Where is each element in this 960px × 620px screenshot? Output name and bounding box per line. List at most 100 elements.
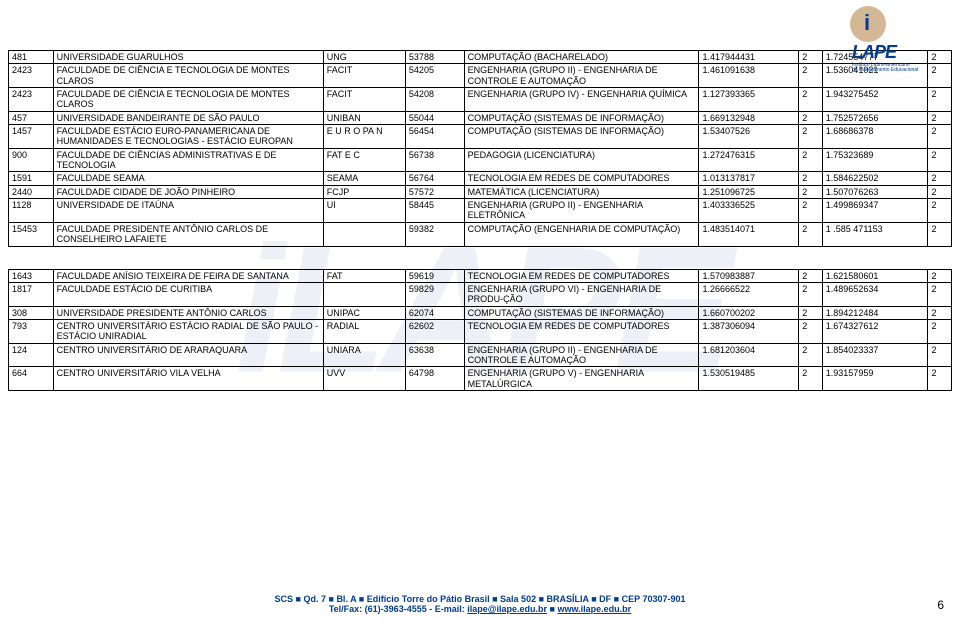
table-cell: FACULDADE SEAMA <box>53 172 323 185</box>
table-cell: 793 <box>9 319 54 343</box>
table-cell: 2 <box>799 185 822 198</box>
table-row: 124CENTRO UNIVERSITÁRIO DE ARARAQUARAUNI… <box>9 343 952 367</box>
table-cell: 54208 <box>405 88 464 112</box>
table-cell: FACULDADE DE CIÊNCIA E TECNOLOGIA DE MON… <box>53 64 323 88</box>
table-cell: 1.251096725 <box>699 185 799 198</box>
table-cell: 2 <box>799 199 822 223</box>
table-cell: UNIPAC <box>323 306 405 319</box>
table-cell: 63638 <box>405 343 464 367</box>
table-cell: 2440 <box>9 185 54 198</box>
table-cell: 1.127393365 <box>699 88 799 112</box>
table-row: 900FACULDADE DE CIÊNCIAS ADMINISTRATIVAS… <box>9 148 952 172</box>
table-cell: 54205 <box>405 64 464 88</box>
table-cell: PEDAGOGIA (LICENCIATURA) <box>464 148 699 172</box>
table-cell: 2 <box>799 282 822 306</box>
table-cell: UVV <box>323 367 405 391</box>
table-cell: ENGENHARIA (GRUPO V) - ENGENHARIA METALÚ… <box>464 367 699 391</box>
table-cell: 59619 <box>405 269 464 282</box>
table-cell: FAT E C <box>323 148 405 172</box>
table-cell: UNIVERSIDADE BANDEIRANTE DE SÃO PAULO <box>53 111 323 124</box>
table-cell: ENGENHARIA (GRUPO II) - ENGENHARIA DE CO… <box>464 343 699 367</box>
table-cell: 2 <box>928 51 952 64</box>
table-cell: RADIAL <box>323 319 405 343</box>
table-cell: 2 <box>799 319 822 343</box>
table-cell: 2 <box>799 269 822 282</box>
table-cell: 1.674327612 <box>822 319 928 343</box>
table-cell: 57572 <box>405 185 464 198</box>
table-cell: 2 <box>928 199 952 223</box>
table-cell: 308 <box>9 306 54 319</box>
table-cell: 1.272476315 <box>699 148 799 172</box>
data-table-1: 481UNIVERSIDADE GUARULHOSUNG53788COMPUTA… <box>8 50 952 247</box>
table-cell: TECNOLOGIA EM REDES DE COMPUTADORES <box>464 172 699 185</box>
table-cell: 2 <box>799 222 822 246</box>
table-cell: 1.584622502 <box>822 172 928 185</box>
table-cell: 64798 <box>405 367 464 391</box>
table-cell: 56764 <box>405 172 464 185</box>
table-cell: 2 <box>799 51 822 64</box>
table-cell: 1.489652634 <box>822 282 928 306</box>
table-cell: UNIBAN <box>323 111 405 124</box>
content-area: 481UNIVERSIDADE GUARULHOSUNG53788COMPUTA… <box>0 0 960 391</box>
table-cell: 1.854023337 <box>822 343 928 367</box>
table-row: 15453FACULDADE PRESIDENTE ANTÔNIO CARLOS… <box>9 222 952 246</box>
table-cell: 2 <box>928 367 952 391</box>
table-cell: 481 <box>9 51 54 64</box>
table-cell: CENTRO UNIVERSITÁRIO VILA VELHA <box>53 367 323 391</box>
table-cell: 2 <box>799 88 822 112</box>
table-cell: 1643 <box>9 269 54 282</box>
table-cell: 1.483514071 <box>699 222 799 246</box>
table-row: 1591FACULDADE SEAMASEAMA56764TECNOLOGIA … <box>9 172 952 185</box>
table-cell: 2 <box>928 172 952 185</box>
footer-web-link[interactable]: www.ilape.edu.br <box>557 604 631 614</box>
table-row: 1817FACULDADE ESTÁCIO DE CURITIBA59829EN… <box>9 282 952 306</box>
table-cell: 59829 <box>405 282 464 306</box>
table-row: 457UNIVERSIDADE BANDEIRANTE DE SÃO PAULO… <box>9 111 952 124</box>
table-cell: 1.660700202 <box>699 306 799 319</box>
table-cell: 2 <box>799 306 822 319</box>
table-cell: 2 <box>928 64 952 88</box>
table-row: 2423FACULDADE DE CIÊNCIA E TECNOLOGIA DE… <box>9 88 952 112</box>
table-cell: FACULDADE ESTÁCIO DE CURITIBA <box>53 282 323 306</box>
table-cell: 2 <box>928 282 952 306</box>
table-row: 1457FACULDADE ESTÁCIO EURO-PANAMERICANA … <box>9 125 952 149</box>
table-cell: 1457 <box>9 125 54 149</box>
table-cell: FACULDADE ANÍSIO TEIXEIRA DE FEIRA DE SA… <box>53 269 323 282</box>
table-cell: 2 <box>928 125 952 149</box>
table-cell: 1.570983887 <box>699 269 799 282</box>
table-cell: 1.943275452 <box>822 88 928 112</box>
table-cell: 2423 <box>9 88 54 112</box>
table-cell: E U R O PA N <box>323 125 405 149</box>
table-cell: 900 <box>9 148 54 172</box>
table-cell: 1.752572656 <box>822 111 928 124</box>
table-cell: UNIVERSIDADE PRESIDENTE ANTÔNIO CARLOS <box>53 306 323 319</box>
table-cell: 1.68686378 <box>822 125 928 149</box>
logo-sub2: de Planejamento Educacional <box>852 68 918 73</box>
table-row: 1643FACULDADE ANÍSIO TEIXEIRA DE FEIRA D… <box>9 269 952 282</box>
table-cell: 2 <box>928 222 952 246</box>
table-cell: SEAMA <box>323 172 405 185</box>
table-cell: 1.26666522 <box>699 282 799 306</box>
table-cell: 2 <box>799 64 822 88</box>
table-cell: 457 <box>9 111 54 124</box>
table-cell: 1817 <box>9 282 54 306</box>
table-cell <box>323 222 405 246</box>
table-cell: FACULDADE CIDADE DE JOÃO PINHEIRO <box>53 185 323 198</box>
table-row: 308UNIVERSIDADE PRESIDENTE ANTÔNIO CARLO… <box>9 306 952 319</box>
table-cell: TECNOLOGIA EM REDES DE COMPUTADORES <box>464 269 699 282</box>
table-cell: UNIARA <box>323 343 405 367</box>
table-cell: 1 .585 471153 <box>822 222 928 246</box>
footer: SCS ■ Qd. 7 ■ Bl. A ■ Edifício Torre do … <box>0 594 960 614</box>
table-cell: CENTRO UNIVERSITÁRIO DE ARARAQUARA <box>53 343 323 367</box>
table-cell: 1.53407526 <box>699 125 799 149</box>
table-row: 481UNIVERSIDADE GUARULHOSUNG53788COMPUTA… <box>9 51 952 64</box>
table-row: 664CENTRO UNIVERSITÁRIO VILA VELHAUVV647… <box>9 367 952 391</box>
table-cell: MATEMÁTICA (LICENCIATURA) <box>464 185 699 198</box>
data-table-2: 1643FACULDADE ANÍSIO TEIXEIRA DE FEIRA D… <box>8 269 952 391</box>
table-gap <box>8 247 952 269</box>
footer-text: SCS <box>275 594 296 604</box>
footer-email-link[interactable]: ilape@ilape.edu.br <box>467 604 547 614</box>
table-cell: FAT <box>323 269 405 282</box>
table-cell: 1.507076263 <box>822 185 928 198</box>
table-cell: 2 <box>799 125 822 149</box>
